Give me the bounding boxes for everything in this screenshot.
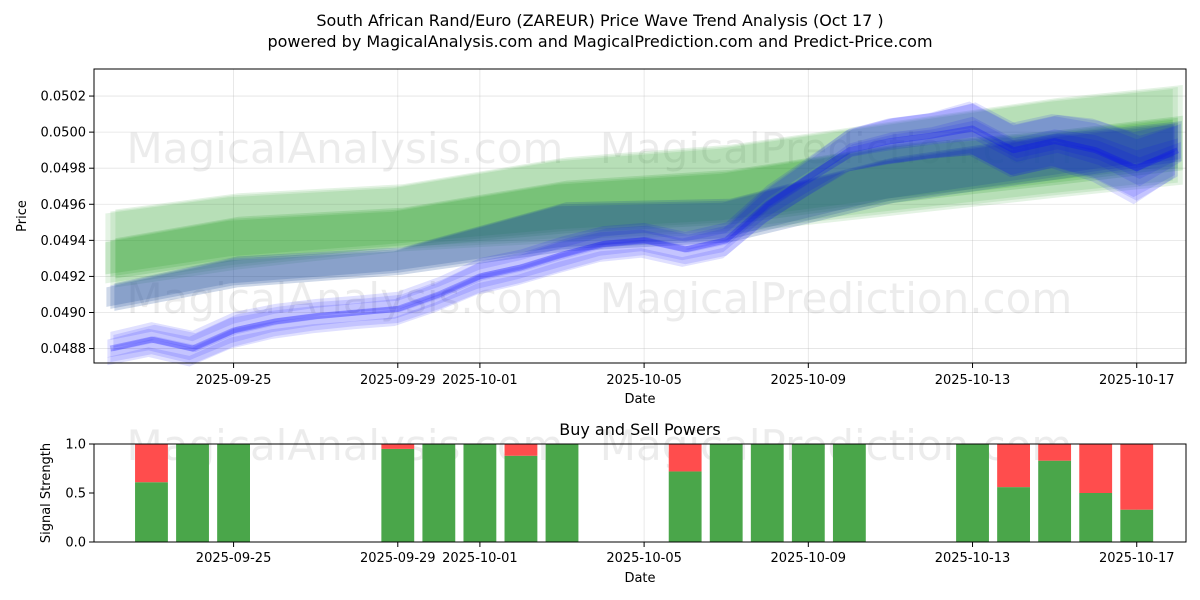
buy-bar	[1079, 493, 1112, 542]
buy-bar	[833, 444, 866, 542]
buy-bar	[135, 482, 168, 542]
buy-bar	[751, 444, 784, 542]
buy-bar	[956, 444, 989, 542]
sell-bar	[381, 444, 414, 449]
buy-bar	[710, 444, 743, 542]
price-x-tick-label: 2025-10-09	[771, 373, 847, 388]
signal-x-tick-label: 2025-09-29	[360, 551, 436, 566]
price-y-tick-label: 0.0492	[41, 270, 87, 285]
signal-x-label: Date	[624, 571, 655, 586]
signal-panel: Buy and Sell Powers MagicalAnalysis.comM…	[39, 420, 1186, 586]
signal-y-ticks: 0.0 0.5 1.0	[65, 438, 94, 551]
price-y-tick-label: 0.0502	[41, 90, 87, 105]
price-x-tick-label: 2025-10-01	[442, 373, 518, 388]
signal-x-tick-label: 2025-10-09	[771, 551, 847, 566]
signal-x-tick-label: 2025-10-05	[606, 551, 682, 566]
price-x-tick-label: 2025-09-29	[360, 373, 436, 388]
signal-y-tick-label: 0.0	[65, 536, 86, 551]
signal-watermarks: MagicalAnalysis.comMagicalPrediction.com	[127, 421, 1073, 470]
buy-bar	[1120, 510, 1153, 542]
buy-bar	[792, 444, 825, 542]
sell-bar	[1079, 444, 1112, 493]
watermark-text: MagicalPrediction.com	[600, 274, 1073, 323]
signal-x-tick-label: 2025-10-17	[1099, 551, 1175, 566]
buy-bar	[217, 444, 250, 542]
signal-x-ticks: 2025-09-25 2025-09-29 2025-10-01 2025-10-05…	[196, 542, 1175, 566]
price-x-tick-label: 2025-10-05	[606, 373, 682, 388]
watermark-text: MagicalAnalysis.com	[127, 124, 564, 173]
buy-bar	[422, 444, 455, 542]
signal-x-tick-label: 2025-09-25	[196, 551, 272, 566]
sell-bar	[669, 444, 702, 471]
signal-y-label: Signal Strength	[39, 443, 54, 543]
price-x-tick-label: 2025-09-25	[196, 373, 272, 388]
price-y-label: Price	[15, 200, 30, 232]
sell-bar	[1038, 444, 1071, 461]
signal-x-tick-label: 2025-10-01	[442, 551, 518, 566]
buy-bar	[546, 444, 579, 542]
price-y-tick-label: 0.0500	[41, 126, 87, 141]
price-x-tick-label: 2025-10-13	[935, 373, 1011, 388]
price-y-tick-label: 0.0488	[41, 342, 87, 357]
sell-bar	[1120, 444, 1153, 510]
buy-bar	[997, 487, 1030, 542]
buy-bar	[176, 444, 209, 542]
sell-bar	[505, 444, 538, 456]
sell-bar	[997, 444, 1030, 487]
buy-bar	[505, 456, 538, 542]
buy-bar	[1038, 461, 1071, 542]
price-x-tick-label: 2025-10-17	[1099, 373, 1175, 388]
signal-y-tick-label: 0.5	[65, 487, 86, 502]
signal-x-tick-label: 2025-10-13	[935, 551, 1011, 566]
price-y-tick-label: 0.0496	[41, 198, 87, 213]
chart-title: South African Rand/Euro (ZAREUR) Price W…	[316, 11, 883, 30]
sell-bar	[135, 444, 168, 482]
price-panel: MagicalAnalysis.com MagicalPrediction.com…	[15, 69, 1186, 407]
buy-bar	[381, 449, 414, 542]
chart-figure: South African Rand/Euro (ZAREUR) Price W…	[0, 0, 1200, 600]
price-x-label: Date	[624, 392, 655, 407]
price-y-ticks: 0.0488 0.0490 0.0492 0.0494 0.0496 0.0498 0.05…	[41, 90, 95, 358]
price-y-tick-label: 0.0498	[41, 162, 87, 177]
buy-bar	[463, 444, 496, 542]
price-x-ticks: 2025-09-25 2025-09-29 2025-10-01 2025-10-05…	[196, 363, 1175, 388]
chart-subtitle: powered by MagicalAnalysis.com and Magic…	[267, 32, 932, 51]
signal-y-tick-label: 1.0	[65, 438, 86, 453]
buy-bar	[669, 471, 702, 542]
price-y-tick-label: 0.0494	[41, 234, 87, 249]
price-y-tick-label: 0.0490	[41, 306, 87, 321]
